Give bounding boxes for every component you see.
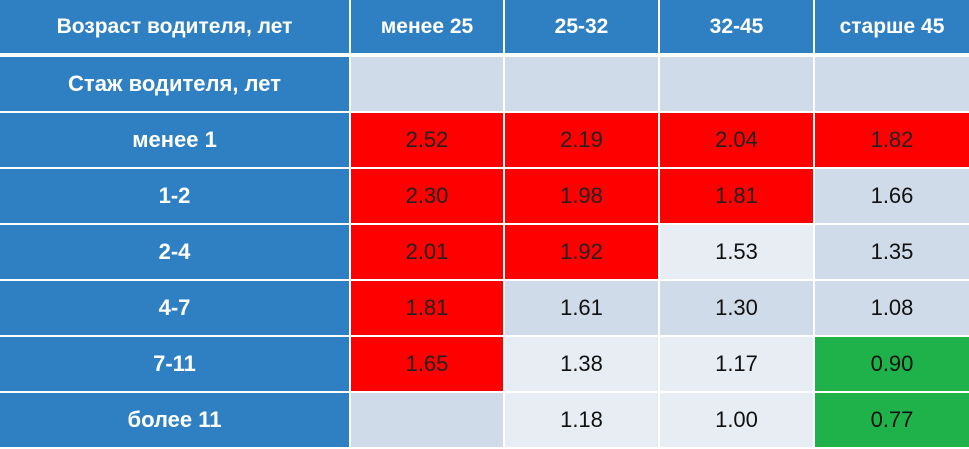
value-cell: 1.30 xyxy=(660,281,815,337)
row-label: 2-4 xyxy=(0,225,351,281)
value-cell: 1.98 xyxy=(505,169,660,225)
subheader-empty-cell xyxy=(505,57,660,113)
header-col-under-25: менее 25 xyxy=(351,0,505,57)
value-cell: 1.53 xyxy=(660,225,815,281)
value-cell: 2.52 xyxy=(351,113,505,169)
header-corner: Возраст водителя, лет xyxy=(0,0,351,57)
value-cell: 1.81 xyxy=(351,281,505,337)
value-cell: 2.01 xyxy=(351,225,505,281)
subheader-label: Стаж водителя, лет xyxy=(0,57,351,113)
row-label: 4-7 xyxy=(0,281,351,337)
value-cell: 1.17 xyxy=(660,337,815,393)
value-cell: 2.04 xyxy=(660,113,815,169)
value-cell: 1.66 xyxy=(815,169,969,225)
value-cell: 0.77 xyxy=(815,393,969,449)
header-col-32-45: 32-45 xyxy=(660,0,815,57)
value-cell: 1.35 xyxy=(815,225,969,281)
value-cell: 2.30 xyxy=(351,169,505,225)
value-cell: 1.82 xyxy=(815,113,969,169)
header-col-25-32: 25-32 xyxy=(505,0,660,57)
header-col-over-45: старше 45 xyxy=(815,0,969,57)
value-cell: 1.61 xyxy=(505,281,660,337)
value-cell: 1.18 xyxy=(505,393,660,449)
value-cell: 1.00 xyxy=(660,393,815,449)
subheader-empty-cell xyxy=(815,57,969,113)
value-cell: 2.19 xyxy=(505,113,660,169)
value-cell: 1.65 xyxy=(351,337,505,393)
row-label: менее 1 xyxy=(0,113,351,169)
value-cell: 0.90 xyxy=(815,337,969,393)
subheader-empty-cell xyxy=(351,57,505,113)
subheader-empty-cell xyxy=(660,57,815,113)
value-cell: 1.38 xyxy=(505,337,660,393)
value-cell: 1.08 xyxy=(815,281,969,337)
value-cell xyxy=(351,393,505,449)
row-label: более 11 xyxy=(0,393,351,449)
row-label: 7-11 xyxy=(0,337,351,393)
value-cell: 1.81 xyxy=(660,169,815,225)
row-label: 1-2 xyxy=(0,169,351,225)
value-cell: 1.92 xyxy=(505,225,660,281)
